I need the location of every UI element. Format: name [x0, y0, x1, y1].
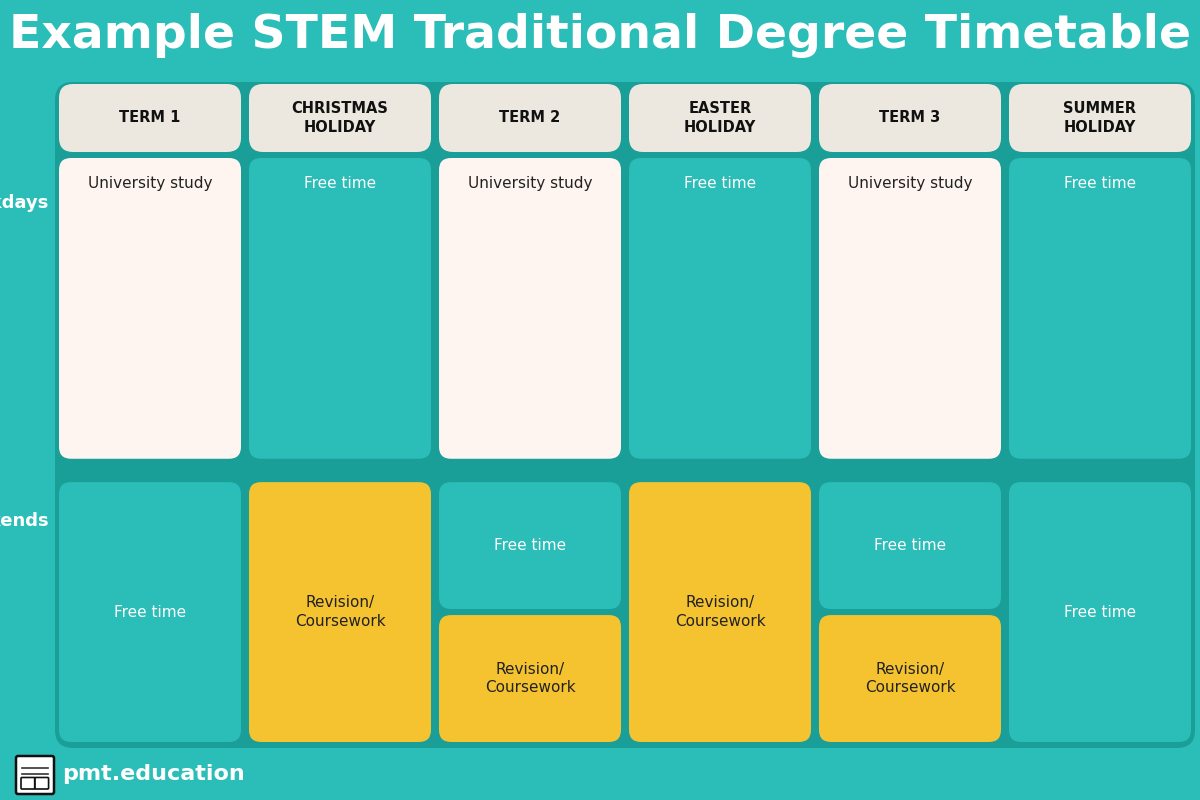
Text: TERM 3: TERM 3	[880, 110, 941, 126]
Text: Revision/
Coursework: Revision/ Coursework	[674, 595, 766, 629]
Text: Free time: Free time	[114, 605, 186, 619]
Text: TERM 2: TERM 2	[499, 110, 560, 126]
Text: Free time: Free time	[874, 538, 946, 553]
Text: Revision/
Coursework: Revision/ Coursework	[485, 662, 575, 695]
FancyBboxPatch shape	[250, 158, 431, 458]
FancyBboxPatch shape	[439, 158, 622, 458]
Text: University study: University study	[847, 176, 972, 191]
FancyBboxPatch shape	[439, 615, 622, 742]
FancyBboxPatch shape	[250, 482, 431, 742]
Text: Example STEM Traditional Degree Timetable: Example STEM Traditional Degree Timetabl…	[10, 14, 1190, 58]
FancyBboxPatch shape	[629, 482, 811, 742]
Text: Free time: Free time	[304, 176, 376, 191]
Text: Free time: Free time	[1064, 176, 1136, 191]
Text: Free time: Free time	[1064, 605, 1136, 619]
Text: Free time: Free time	[684, 176, 756, 191]
Text: University study: University study	[468, 176, 593, 191]
Text: EASTER
HOLIDAY: EASTER HOLIDAY	[684, 102, 756, 134]
Text: Free time: Free time	[494, 538, 566, 553]
FancyBboxPatch shape	[59, 158, 241, 458]
Text: Revision/
Coursework: Revision/ Coursework	[865, 662, 955, 695]
FancyBboxPatch shape	[1009, 482, 1190, 742]
FancyBboxPatch shape	[55, 82, 1195, 748]
Text: Weekdays: Weekdays	[0, 194, 49, 212]
Text: TERM 1: TERM 1	[119, 110, 181, 126]
FancyBboxPatch shape	[439, 482, 622, 609]
FancyBboxPatch shape	[16, 756, 54, 794]
FancyBboxPatch shape	[59, 482, 241, 742]
FancyBboxPatch shape	[818, 615, 1001, 742]
Text: Weekends: Weekends	[0, 512, 49, 530]
FancyBboxPatch shape	[629, 158, 811, 458]
Text: pmt.education: pmt.education	[62, 764, 245, 784]
FancyBboxPatch shape	[818, 158, 1001, 458]
FancyBboxPatch shape	[250, 84, 431, 152]
Text: Revision/
Coursework: Revision/ Coursework	[295, 595, 385, 629]
FancyBboxPatch shape	[818, 482, 1001, 609]
Text: University study: University study	[88, 176, 212, 191]
FancyBboxPatch shape	[59, 84, 241, 152]
FancyBboxPatch shape	[439, 84, 622, 152]
FancyBboxPatch shape	[818, 84, 1001, 152]
FancyBboxPatch shape	[1009, 158, 1190, 458]
Text: SUMMER
HOLIDAY: SUMMER HOLIDAY	[1063, 102, 1136, 134]
FancyBboxPatch shape	[1009, 84, 1190, 152]
FancyBboxPatch shape	[629, 84, 811, 152]
Text: CHRISTMAS
HOLIDAY: CHRISTMAS HOLIDAY	[292, 102, 389, 134]
